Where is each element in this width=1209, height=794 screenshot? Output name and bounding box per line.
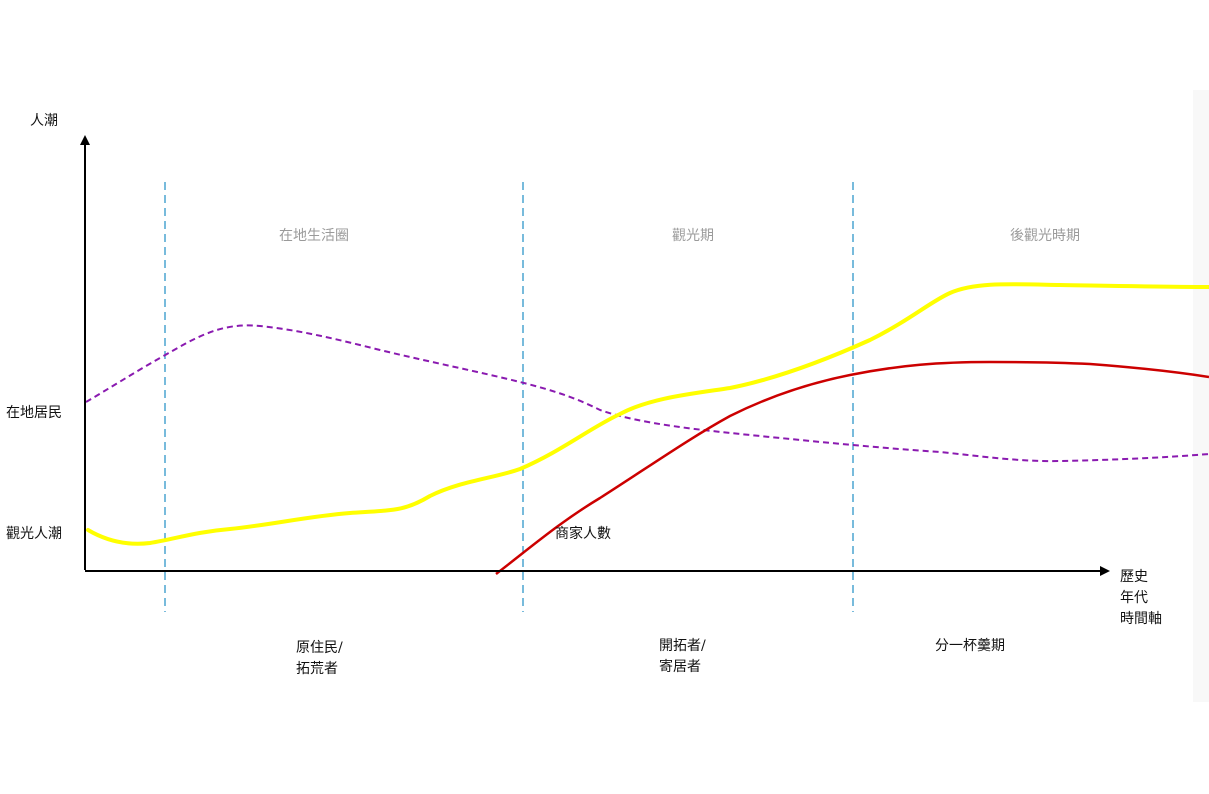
- era-label-3: 分一杯羹期: [935, 636, 1005, 657]
- phase-label-post-tourism: 後觀光時期: [1010, 228, 1080, 244]
- era-label-2-line-1: 開拓者/: [659, 638, 706, 654]
- tourists-curve: [86, 282, 1209, 546]
- y-axis-label: 人潮: [30, 113, 58, 129]
- x-axis-label-line-3: 時間軸: [1120, 611, 1162, 627]
- era-label-3-line-1: 分一杯羹期: [935, 638, 1005, 654]
- era-label-1-line-1: 原住民/: [296, 640, 343, 656]
- right-edge-strip: [1193, 90, 1209, 702]
- x-axis-label-line-2: 年代: [1120, 590, 1148, 606]
- era-label-2-line-2: 寄居者: [659, 659, 701, 675]
- phase-label-local-life: 在地生活圈: [279, 228, 349, 244]
- residents-label: 在地居民: [6, 405, 62, 421]
- x-axis-label: 歷史 年代 時間軸: [1120, 567, 1162, 630]
- residents-curve: [85, 324, 1209, 463]
- merchants-curve: [495, 360, 1209, 575]
- x-axis-label-line-1: 歷史: [1120, 569, 1148, 585]
- merchants-label: 商家人數: [555, 526, 611, 542]
- era-label-1-line-2: 拓荒者: [296, 661, 338, 677]
- tourists-label: 觀光人潮: [6, 526, 62, 542]
- era-label-1: 原住民/ 拓荒者: [296, 638, 343, 680]
- era-label-2: 開拓者/ 寄居者: [659, 636, 706, 678]
- phase-label-tourism: 觀光期: [672, 228, 714, 244]
